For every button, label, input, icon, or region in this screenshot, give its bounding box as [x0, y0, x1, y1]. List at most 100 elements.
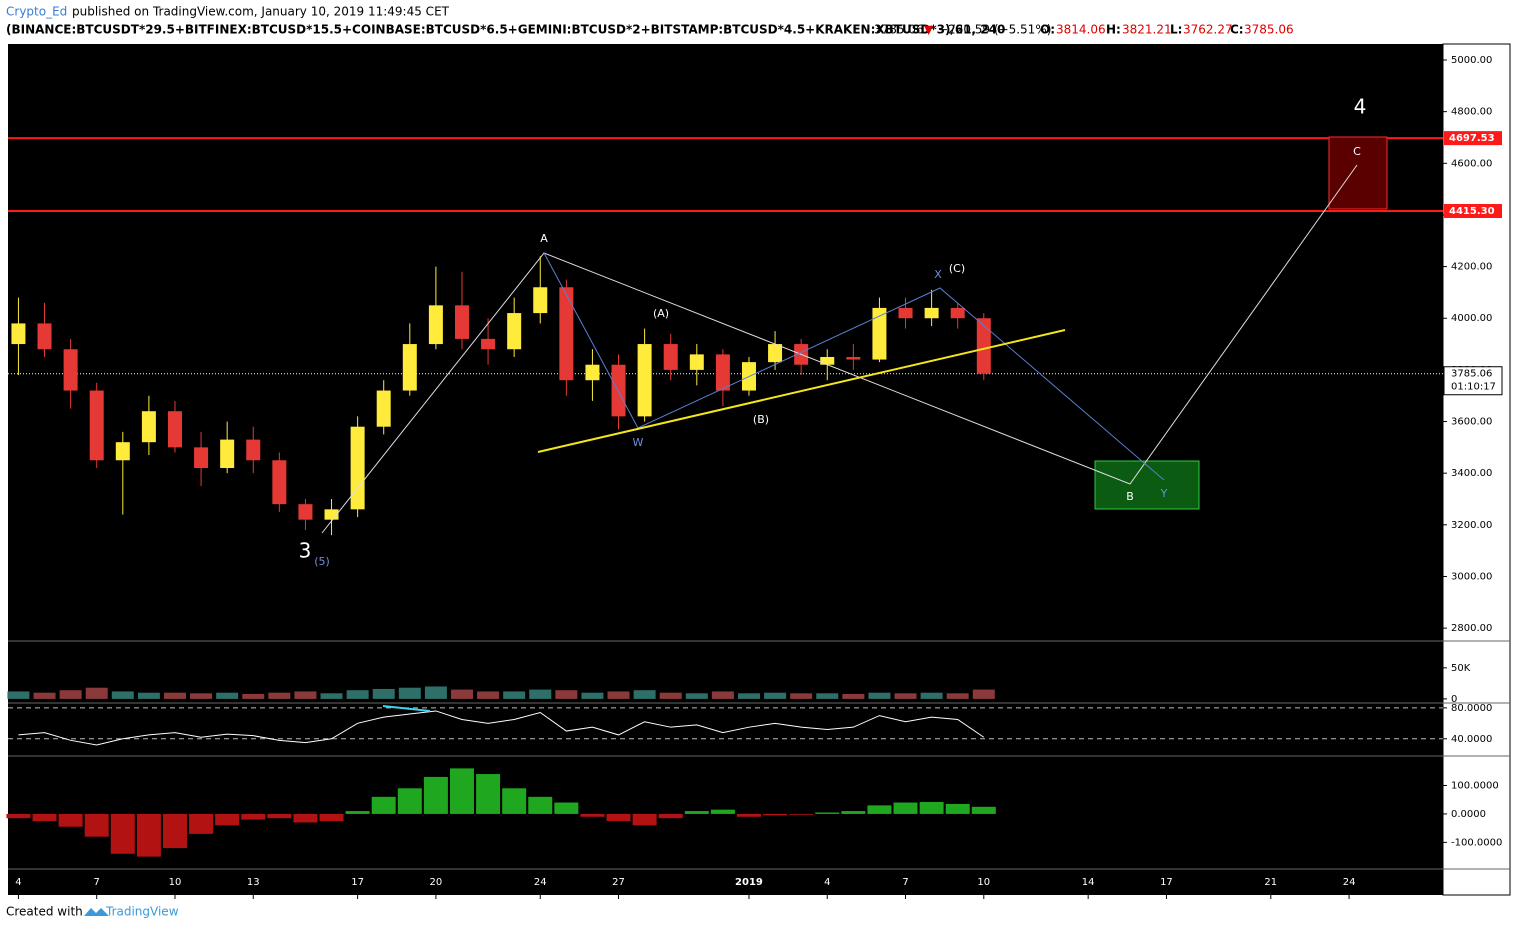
x-tick-label: 21: [1264, 877, 1277, 888]
x-tick-label: 27: [612, 877, 625, 888]
candle-body: [220, 439, 235, 469]
y-tick-label: 4800.00: [1451, 107, 1492, 118]
candle-body: [585, 364, 600, 381]
volume-bar: [190, 693, 213, 699]
level-tag: [1444, 203, 1502, 218]
last-price-tag: [1443, 366, 1503, 396]
oscillator-bar: [815, 812, 840, 814]
wave-line: [321, 164, 1358, 534]
c: 3785.06: [1244, 23, 1294, 37]
oscillator-bar: [6, 813, 31, 819]
candle-body: [89, 390, 104, 461]
candle-body: [454, 305, 469, 339]
volume-bar: [607, 691, 630, 699]
oscillator-bar: [371, 796, 396, 814]
volume-bar: [59, 690, 82, 699]
y-tick-label: 100.0000: [1451, 780, 1499, 791]
volume-bar: [268, 692, 291, 699]
volume-bar: [450, 689, 473, 699]
level-tag: [1444, 131, 1502, 146]
brand[interactable]: TradingView: [105, 905, 179, 919]
wave-label: (A): [653, 307, 669, 320]
y-tick-label: 3000.00: [1451, 571, 1492, 582]
y-tick-label: 80.0000: [1451, 703, 1492, 714]
y-tick-label: 40.0000: [1451, 734, 1492, 745]
candle-body: [481, 338, 496, 350]
volume-bar: [503, 691, 526, 699]
wave-label: W: [633, 436, 644, 449]
arrow: ▼: [924, 23, 934, 37]
y-tick-label: 3400.00: [1451, 468, 1492, 479]
wave-label: (5): [314, 555, 330, 568]
x-tick-label: 10: [169, 877, 182, 888]
author[interactable]: Crypto_Ed: [6, 5, 67, 19]
oscillator-bar: [58, 813, 83, 827]
oscillator-bar: [136, 813, 161, 857]
oscillator-bar: [606, 813, 631, 822]
candle-body: [924, 307, 939, 319]
wave-label: C: [1353, 145, 1361, 158]
wave-label: (B): [753, 413, 769, 426]
price: 3785.06: [874, 23, 924, 37]
candle-body: [141, 411, 156, 443]
x-tick-label: 20: [430, 877, 443, 888]
x-tick-label: 10: [977, 877, 990, 888]
y-tick-label: 3200.00: [1451, 520, 1492, 531]
volume-bar: [529, 689, 552, 699]
oscillator-bar: [319, 813, 344, 822]
candle-body: [37, 323, 52, 350]
oscillator-bar: [241, 813, 266, 820]
oscillator-bar: [32, 813, 57, 822]
level-label: 4697.53: [1449, 133, 1495, 144]
candle-body: [533, 287, 548, 314]
candle-body: [376, 390, 391, 427]
l-label: L:: [1170, 23, 1182, 37]
volume-bar: [659, 692, 682, 699]
candle-body: [689, 354, 704, 370]
wave-label: (C): [949, 262, 965, 275]
candle-body: [428, 305, 443, 345]
candle-body: [350, 426, 365, 510]
x-tick-label: 13: [247, 877, 260, 888]
o-label: O:: [1040, 23, 1055, 37]
candle-body: [637, 344, 652, 417]
support-box: [1094, 460, 1200, 510]
oscillator-bar: [919, 801, 944, 814]
oscillator-bar: [502, 788, 527, 814]
candle-body: [115, 442, 130, 461]
oscillator-bar: [267, 813, 292, 819]
logo: [84, 908, 109, 916]
volume-bar: [424, 686, 447, 699]
oscillator-bar: [476, 774, 501, 814]
volume-bar: [946, 693, 969, 699]
volume-bar: [372, 688, 395, 699]
oscillator-bar: [841, 811, 866, 814]
oscillator-bar: [449, 768, 474, 814]
volume-bar: [894, 693, 917, 699]
published: published on TradingView.com, January 10…: [72, 5, 450, 19]
candle-body: [559, 287, 574, 381]
level-label: 4415.30: [1449, 206, 1495, 217]
wave-label: B: [1126, 490, 1134, 503]
candle-body: [872, 307, 887, 360]
oscillator-bar: [162, 813, 187, 849]
volume-bar: [85, 687, 108, 699]
divergence-line: [382, 705, 431, 712]
volume-bar: [920, 692, 943, 699]
rsi-line: [18, 710, 985, 746]
last-price-label: 3785.06: [1451, 369, 1492, 380]
volume-bar: [111, 691, 134, 699]
panel-dividers: [8, 640, 1510, 870]
oscillator-bar: [189, 813, 214, 834]
y-tick-label: 4000.00: [1451, 313, 1492, 324]
oscillator-bar: [215, 813, 240, 826]
oscillator-bar: [554, 802, 579, 814]
candle-body: [898, 307, 913, 319]
h: 3821.21: [1122, 23, 1172, 37]
volume-bar: [137, 692, 160, 699]
volume-bar: [764, 692, 787, 699]
wave-label: A: [540, 232, 548, 245]
volume-bar: [33, 692, 56, 699]
c-label: C:: [1230, 23, 1244, 37]
y-tick-label: 0: [1451, 694, 1457, 705]
